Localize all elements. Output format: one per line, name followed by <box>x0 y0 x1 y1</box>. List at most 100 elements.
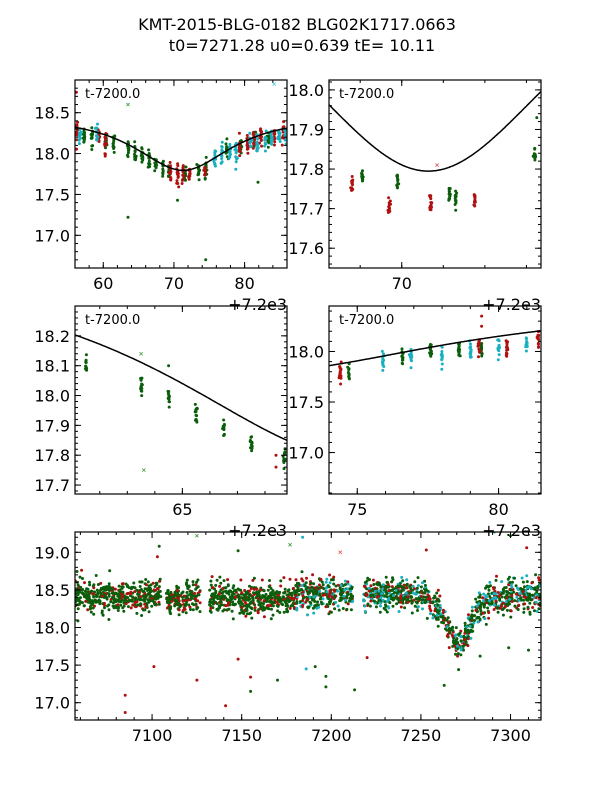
data-point <box>262 589 266 593</box>
axes-frame <box>328 79 542 269</box>
data-point <box>329 610 333 614</box>
data-point <box>463 627 467 631</box>
data-point <box>381 368 385 372</box>
data-point <box>90 126 94 130</box>
data-point <box>255 587 259 591</box>
outlier-point <box>123 711 127 714</box>
data-point <box>504 586 508 589</box>
data-point <box>266 145 270 149</box>
data-point <box>139 580 143 584</box>
data-point <box>473 614 477 618</box>
data-point <box>492 608 496 611</box>
data-point <box>91 606 95 610</box>
data-point <box>240 608 243 612</box>
data-point <box>487 611 491 615</box>
data-point <box>343 588 347 592</box>
data-point <box>187 175 191 178</box>
data-point <box>198 610 202 614</box>
data-point <box>437 609 441 613</box>
data-point <box>220 157 224 161</box>
data-point <box>234 151 238 155</box>
x-tick-label: 7200 <box>311 726 352 745</box>
data-point <box>436 624 440 628</box>
outlier-point <box>126 102 130 107</box>
data-point <box>537 607 541 611</box>
data-point <box>401 358 405 362</box>
data-point <box>85 596 89 600</box>
data-point <box>448 187 452 190</box>
data-point <box>271 613 275 617</box>
data-point <box>490 602 494 606</box>
data-point <box>248 593 252 597</box>
outlier-point <box>442 683 446 687</box>
data-point <box>231 603 235 607</box>
x-tick-label: 7250 <box>401 726 442 745</box>
data-point <box>498 597 502 601</box>
data-point <box>488 595 492 598</box>
data-point <box>416 609 419 612</box>
data-point <box>409 352 413 356</box>
data-point <box>209 600 213 604</box>
data-point <box>413 580 417 584</box>
data-point <box>185 581 188 585</box>
data-point <box>294 594 298 597</box>
data-point <box>191 608 195 612</box>
data-point <box>415 586 419 590</box>
model-curve <box>75 334 287 441</box>
data-point <box>196 606 200 610</box>
data-point <box>248 601 252 605</box>
data-point <box>240 591 244 595</box>
data-point <box>521 580 525 584</box>
data-point <box>448 195 452 199</box>
data-point <box>234 148 238 152</box>
data-point <box>504 351 508 355</box>
data-point <box>528 612 532 616</box>
data-point <box>386 585 390 589</box>
data-point <box>226 578 230 582</box>
data-point <box>365 593 369 597</box>
data-point <box>228 150 232 154</box>
data-point <box>338 592 342 596</box>
data-point <box>513 576 516 580</box>
data-point <box>177 185 181 189</box>
data-point <box>477 350 481 354</box>
data-point <box>84 367 88 371</box>
data-point <box>336 604 340 608</box>
data-point <box>98 602 102 606</box>
data-point <box>188 605 192 609</box>
data-point <box>220 140 224 144</box>
data-point <box>395 602 399 606</box>
data-point <box>183 171 187 175</box>
data-point <box>280 143 284 147</box>
y-tick-label: 17.7 <box>34 476 70 495</box>
data-point <box>258 596 262 600</box>
data-point <box>176 176 180 179</box>
data-point <box>222 418 226 422</box>
data-point <box>184 596 188 600</box>
data-point <box>515 595 519 599</box>
data-point <box>82 604 86 608</box>
data-point <box>88 607 92 611</box>
data-point <box>351 183 354 187</box>
data-point <box>368 604 372 608</box>
outliers <box>480 314 484 328</box>
data-point <box>133 149 137 153</box>
data-point <box>312 582 316 586</box>
data-point <box>75 590 78 594</box>
data-point <box>139 595 143 599</box>
data-point <box>150 604 154 608</box>
data-point <box>429 197 433 201</box>
data-point <box>346 593 350 596</box>
y-tick-label: 18.0 <box>34 145 70 164</box>
data-point <box>304 581 308 585</box>
data-point <box>114 600 118 604</box>
data-point <box>423 583 427 587</box>
data-point <box>339 382 343 386</box>
data-point <box>169 164 172 168</box>
data-point <box>212 159 216 163</box>
data-point <box>184 165 188 169</box>
data-point <box>301 591 305 594</box>
data-point <box>332 575 336 579</box>
data-point <box>519 597 523 600</box>
data-point <box>384 604 388 608</box>
